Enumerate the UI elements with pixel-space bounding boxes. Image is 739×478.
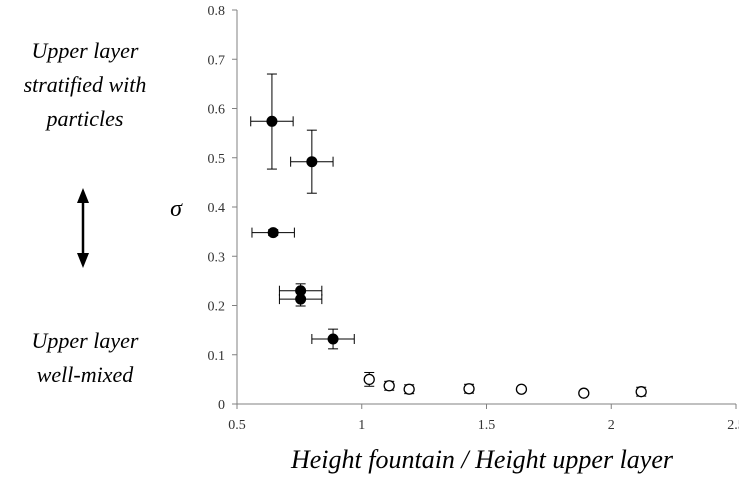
data-point-open bbox=[515, 383, 528, 395]
y-tick-label: 0.6 bbox=[208, 103, 226, 118]
data-point-open bbox=[363, 373, 375, 386]
y-axis-label: σ bbox=[170, 196, 183, 222]
data-point-filled bbox=[327, 333, 339, 345]
data-point-open bbox=[383, 380, 395, 392]
data-point-filled bbox=[295, 293, 307, 305]
x-tick-label: 2 bbox=[608, 418, 615, 433]
double-arrow-icon bbox=[77, 188, 89, 268]
y-tick-label: 0 bbox=[218, 398, 225, 413]
y-tick-label: 0.7 bbox=[208, 53, 226, 68]
data-point-open bbox=[463, 383, 475, 395]
annotation-line: Upper layer bbox=[31, 38, 139, 63]
error-bars bbox=[250, 73, 647, 397]
y-tick-label: 0.8 bbox=[208, 4, 226, 19]
y-tick-label: 0.5 bbox=[208, 152, 226, 167]
data-point-filled bbox=[266, 115, 278, 127]
x-tick-label: 2.5 bbox=[727, 418, 739, 433]
x-tick-label: 0.5 bbox=[228, 418, 246, 433]
x-tick-label: 1.5 bbox=[478, 418, 496, 433]
annotation-stratified: Upper layer stratified with particles bbox=[0, 34, 170, 136]
y-tick-label: 0.2 bbox=[208, 300, 226, 315]
data-point-open bbox=[578, 387, 590, 399]
annotation-well-mixed: Upper layer well-mixed bbox=[0, 324, 170, 392]
data-point-open bbox=[403, 383, 415, 395]
annotation-line: stratified with bbox=[23, 72, 147, 97]
y-tick-label: 0.4 bbox=[208, 201, 226, 216]
data-point-open bbox=[635, 386, 647, 398]
y-tick-label: 0.1 bbox=[208, 349, 226, 364]
y-tick-label: 0.3 bbox=[208, 250, 226, 265]
annotation-line: particles bbox=[46, 106, 124, 131]
data-point-filled bbox=[267, 227, 279, 239]
annotation-line: well-mixed bbox=[36, 362, 134, 387]
axes: 0 0.1 0.2 0.3 0.4 0.5 0.6 0.7 0.8 0.5 1 1.5 2 2.5 bbox=[208, 4, 739, 433]
x-tick-label: 1 bbox=[358, 418, 365, 433]
data-point-filled bbox=[306, 156, 318, 168]
annotation-line: Upper layer bbox=[31, 328, 139, 353]
x-axis-label: Height fountain / Height upper layer bbox=[290, 445, 674, 474]
data-points bbox=[266, 115, 647, 399]
